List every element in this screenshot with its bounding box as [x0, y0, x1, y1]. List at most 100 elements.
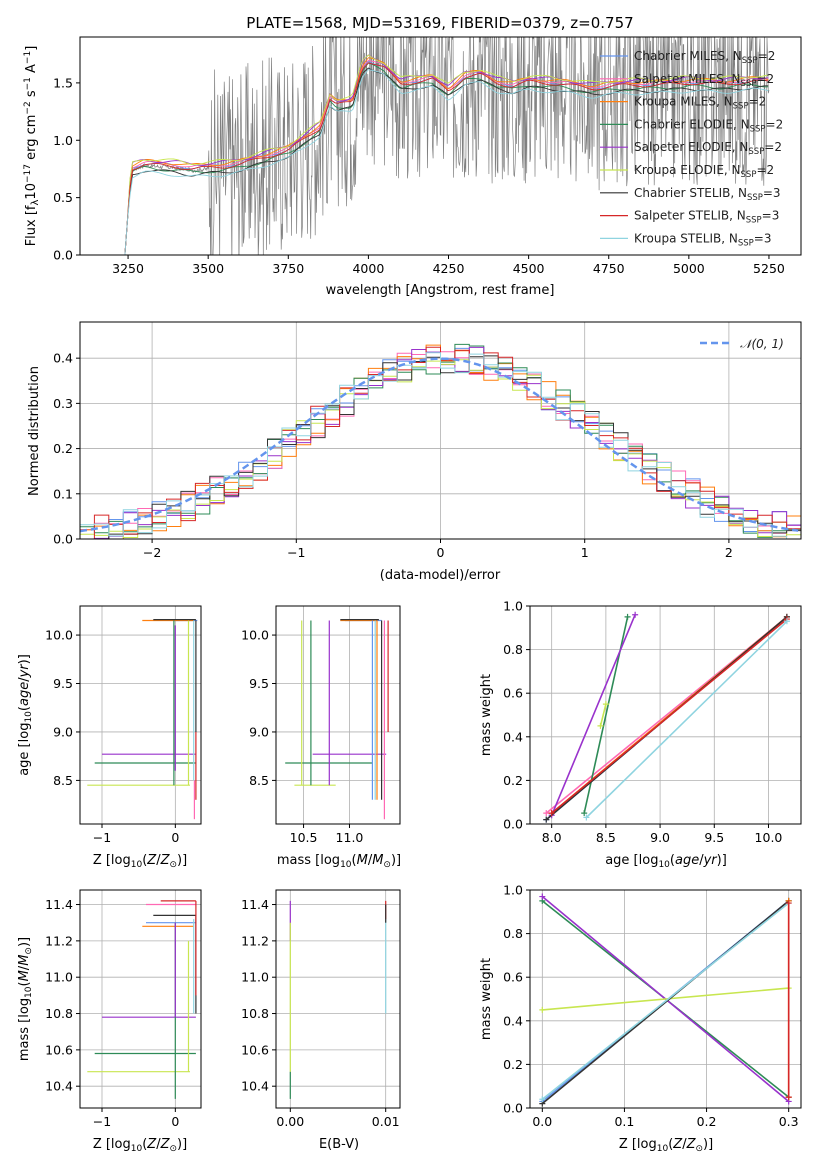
residuals-ylabel: Normed distribution — [27, 366, 42, 496]
weight-metallicity-ylabel: mass weight — [479, 958, 494, 1040]
weight-age-data — [543, 611, 790, 823]
legend-label-7: Salpeter STELIB, NSSP=3 — [634, 209, 779, 226]
y-tick-label: 10.8 — [45, 1006, 73, 1021]
y-tick-label: 10.6 — [45, 1042, 73, 1057]
x-tick-label: 5000 — [673, 261, 705, 276]
x-tick-label: 3750 — [272, 261, 304, 276]
weight-age-line-7 — [551, 618, 788, 814]
y-tick-label: 0.4 — [503, 729, 523, 744]
age-mass-data — [285, 618, 389, 820]
x-tick-label: 1 — [581, 545, 589, 560]
weight-metallicity-data — [539, 893, 792, 1107]
y-tick-label: 10.4 — [241, 1079, 269, 1094]
x-tick-label: 0 — [171, 1114, 179, 1129]
x-tick-label: 10.0 — [755, 830, 783, 845]
y-tick-label: 0.2 — [503, 1057, 523, 1072]
mass-metallicity-xlabel: Z [log10(Z/Z⊙)] — [93, 1137, 187, 1154]
mass-metallicity-axes-frame — [79, 889, 202, 1109]
x-tick-label: −2 — [143, 545, 161, 560]
weight-age-marker — [548, 810, 555, 817]
y-tick-label: 9.0 — [53, 724, 73, 739]
age-metallicity-panel: −1 0 8.5 9.0 9.5 10.0 — [45, 605, 202, 845]
y-tick-label: 1.0 — [503, 883, 523, 898]
y-tick-label: 9.0 — [249, 724, 269, 739]
spectrum-data — [124, 37, 770, 255]
weight-age-labels: age [log10(age/yr)] mass weight — [479, 674, 727, 870]
x-tick-label: −1 — [287, 545, 305, 560]
age-mass-axes-frame — [275, 605, 401, 825]
weight-metallicity-marker — [539, 1096, 546, 1103]
y-tick-label: 1.5 — [53, 75, 73, 90]
x-tick-label: 4000 — [352, 261, 384, 276]
x-tick-label: 10.5 — [290, 830, 318, 845]
mass-metallicity-panel: −1 0 10.4 10.6 10.8 11.0 11.2 11.4 — [45, 889, 202, 1129]
weight-metallicity-marker — [539, 1006, 546, 1013]
mass-extinction-data — [289, 900, 387, 1099]
weight-age-ticks: 8.0 8.5 9.0 9.5 10.0 0.0 0.2 0.4 0.6 0.8 1.0 — [503, 599, 782, 846]
residuals-legend: 𝒩(0, 1) — [700, 337, 784, 351]
model-line-8 — [124, 69, 769, 255]
y-tick-label: 9.5 — [249, 676, 269, 691]
y-tick-label: 11.0 — [241, 970, 269, 985]
x-tick-label: 0.0 — [532, 1114, 552, 1129]
x-tick-label: 0.2 — [697, 1114, 717, 1129]
y-tick-label: 0.8 — [503, 642, 523, 657]
age-mass-xlabel: mass [log10(M/M⊙)] — [277, 853, 401, 870]
legend-label-1: Salpeter MILES, NSSP=2 — [634, 72, 774, 89]
x-tick-label: 8.0 — [542, 830, 562, 845]
y-tick-label: 0.0 — [53, 532, 73, 547]
y-tick-label: 11.0 — [45, 970, 73, 985]
mass-extinction-ticks: 0.00 0.01 10.4 10.6 10.8 11.0 11.2 11.4 — [241, 897, 399, 1129]
residuals-xlabel: (data-model)/error — [380, 568, 501, 583]
x-tick-label: −1 — [93, 1114, 111, 1129]
mass-metallicity-data — [87, 900, 197, 1099]
age-mass-ticks: 10.5 11.0 8.5 9.0 9.5 10.0 — [241, 628, 363, 845]
x-tick-label: 0.01 — [372, 1114, 400, 1129]
weight-age-marker — [783, 618, 790, 625]
y-tick-label: 10.8 — [241, 1006, 269, 1021]
y-tick-label: 11.4 — [241, 897, 269, 912]
spectrum-title: PLATE=1568, MJD=53169, FIBERID=0379, z=0… — [246, 14, 633, 32]
y-tick-label: 1.0 — [53, 133, 73, 148]
y-tick-label: 8.5 — [53, 773, 73, 788]
x-tick-label: 5250 — [753, 261, 785, 276]
weight-metallicity-marker — [539, 893, 546, 900]
x-tick-label: 8.5 — [596, 830, 616, 845]
weight-age-marker — [597, 722, 604, 729]
y-tick-label: 0.6 — [503, 686, 523, 701]
weight-metallicity-panel: 0.0 0.1 0.2 0.3 0.0 0.2 0.4 0.6 0.8 1.0 — [503, 883, 802, 1129]
y-tick-label: 11.2 — [45, 933, 73, 948]
y-tick-label: 0.0 — [503, 1101, 523, 1116]
x-tick-label: 2 — [725, 545, 733, 560]
x-tick-label: 4500 — [513, 261, 545, 276]
spectrum-panel: PLATE=1568, MJD=53169, FIBERID=0379, z=0… — [23, 14, 802, 298]
y-tick-label: 0.8 — [503, 926, 523, 941]
y-tick-label: 0.0 — [503, 817, 523, 832]
y-tick-label: 10.0 — [241, 628, 269, 643]
weight-metallicity-xlabel: Z [log10(Z/Z⊙)] — [619, 1137, 713, 1154]
spectrum-xlabel: wavelength [Angstrom, rest frame] — [326, 283, 555, 298]
residuals-ticks: −2 −1 0 1 2 0.0 0.1 0.2 0.3 0.4 — [53, 351, 733, 560]
x-tick-label: −1 — [93, 830, 111, 845]
weight-metallicity-marker — [785, 1094, 792, 1101]
y-tick-label: 1.0 — [503, 599, 523, 614]
weight-age-marker — [581, 810, 588, 817]
y-tick-label: 0.2 — [503, 773, 523, 788]
weight-age-ylabel: mass weight — [479, 674, 494, 756]
mass-metallicity-labels: Z [log10(Z/Z⊙)] mass [log10(M/M⊙)] — [17, 937, 187, 1154]
y-tick-label: 8.5 — [249, 773, 269, 788]
y-tick-label: 10.4 — [45, 1079, 73, 1094]
model-line-5 — [124, 54, 769, 255]
mass-extinction-labels: E(B-V) — [319, 1137, 359, 1152]
y-tick-label: 0.2 — [53, 441, 73, 456]
y-tick-label: 0.4 — [53, 351, 73, 366]
model-line-2 — [124, 57, 769, 255]
age-mass-panel: 10.5 11.0 8.5 9.0 9.5 10.0 — [241, 605, 401, 845]
mass-metallicity-ylabel: mass [log10(M/M⊙)] — [17, 937, 34, 1061]
y-tick-label: 0.0 — [53, 248, 73, 263]
age-metallicity-ylabel: age [log10(age/yr)] — [17, 654, 34, 776]
x-tick-label: 0.00 — [276, 1114, 304, 1129]
mass-extinction-xlabel: E(B-V) — [319, 1137, 359, 1152]
y-tick-label: 10.6 — [241, 1042, 269, 1057]
